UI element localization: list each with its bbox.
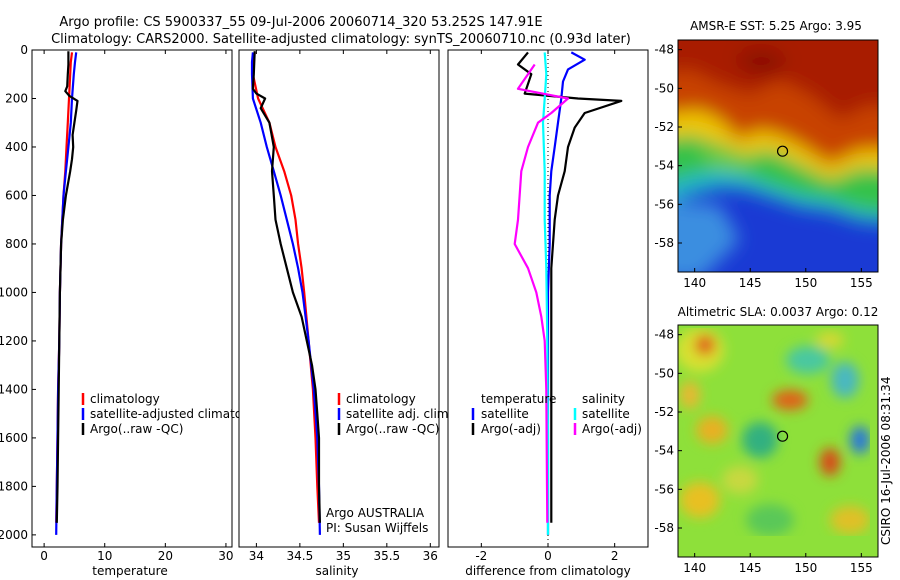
sla-heatmap — [678, 325, 878, 557]
map-y-tick-label: -56 — [654, 482, 674, 496]
map-y-tick-label: -52 — [654, 405, 674, 419]
x-tick-label: 34 — [249, 549, 264, 563]
sst-map-title: AMSR-E SST: 5.25 Argo: 3.95 — [690, 19, 862, 33]
map-y-tick-label: -48 — [654, 43, 674, 57]
map-y-tick-label: -50 — [654, 81, 674, 95]
pi-label: PI: Susan Wijffels — [326, 521, 428, 535]
sst-map-panel: AMSR-E SST: 5.25 Argo: 3.95 140 145 15 — [654, 19, 879, 290]
x-tick-label: 0 — [544, 549, 552, 563]
y-tick-label: 2000 — [0, 528, 28, 542]
y-tick-label: 0 — [20, 43, 28, 57]
difference-legend: temperature satellite Argo(-adj) salinit… — [471, 392, 642, 436]
sla-map-frame — [677, 324, 879, 558]
legend-label-sal-argo: Argo(-adj) — [582, 422, 642, 436]
temperature-legend: climatology satellite-adjusted climatolo… — [81, 392, 268, 436]
figure-title-line2: Climatology: CARS2000. Satellite-adjuste… — [51, 32, 631, 47]
map-y-tick-label: -48 — [654, 328, 674, 342]
y-tick-label: 1600 — [0, 431, 28, 445]
map-x-tick-label: 155 — [850, 561, 873, 575]
sst-map-ticks: 140 145 150 155 -48 -50 -52 -54 -56 -58 — [654, 43, 872, 290]
map-x-tick-label: 155 — [850, 276, 873, 290]
temperature-xlabel: temperature — [92, 564, 167, 578]
difference-lines — [513, 51, 623, 535]
difference-xlabel: difference from climatology — [465, 564, 631, 578]
series-line-satellite-adj-clim- — [250, 52, 321, 535]
legend-label-argo: Argo(..raw -QC) — [346, 422, 439, 436]
salinity-x-ticks: 34 34.5 35 35.5 36 — [249, 50, 438, 563]
y-tick-label: 600 — [5, 188, 28, 202]
legend-heading-temperature: temperature — [481, 392, 556, 406]
temperature-lines — [55, 51, 79, 535]
legend-label-satellite: satellite-adjusted climatology — [90, 407, 268, 421]
temperature-x-ticks: 0 10 20 30 — [40, 50, 234, 563]
map-x-tick-label: 145 — [739, 561, 762, 575]
x-tick-label: 34.5 — [287, 549, 314, 563]
footer-stamp: CSIRO 16-Jul-2006 08:31:34 — [879, 377, 893, 545]
salinity-lines — [250, 51, 321, 535]
map-x-tick-label: 150 — [794, 561, 817, 575]
y-tick-label: 1000 — [0, 285, 28, 299]
x-tick-label: 10 — [97, 549, 112, 563]
x-tick-label: 20 — [158, 549, 173, 563]
temperature-y-ticks: 0 200 400 600 800 1000 1200 1400 1600 1800 2000 — [0, 43, 36, 542]
x-tick-label: 0 — [40, 549, 48, 563]
sst-map-frame — [677, 39, 879, 273]
map-x-tick-label: 140 — [683, 561, 706, 575]
x-tick-label: 36 — [423, 549, 438, 563]
legend-label-temp-argo: Argo(-adj) — [481, 422, 541, 436]
map-x-tick-label: 145 — [739, 276, 762, 290]
salinity-xlabel: salinity — [315, 564, 358, 578]
legend-label-climatology: climatology — [90, 392, 160, 406]
temperature-panel: 0 200 400 600 800 1000 1200 1400 1600 1800 2000 0 1… — [0, 43, 268, 578]
x-tick-label: 2 — [611, 549, 619, 563]
series-line-argo-raw-qc- — [251, 51, 321, 523]
salinity-legend: climatology satellite adj. clim. Argo(..… — [337, 392, 452, 436]
y-tick-label: 1200 — [0, 334, 28, 348]
legend-label-temp-satellite: satellite — [481, 407, 529, 421]
x-tick-label: 35.5 — [373, 549, 400, 563]
legend-label-sal-satellite: satellite — [582, 407, 630, 421]
x-tick-label: -2 — [475, 549, 487, 563]
map-y-tick-label: -54 — [654, 159, 674, 173]
sla-float-marker — [776, 430, 789, 442]
map-y-tick-label: -58 — [654, 521, 674, 535]
y-tick-label: 400 — [5, 140, 28, 154]
series-line-argo-raw-qc- — [55, 51, 79, 523]
salinity-panel: 34 34.5 35 35.5 36 salinity climatology sate… — [238, 49, 452, 578]
map-y-tick-label: -56 — [654, 197, 674, 211]
map-x-tick-label: 140 — [683, 276, 706, 290]
y-tick-label: 1400 — [0, 382, 28, 396]
series-line-salinity-satellite — [541, 52, 550, 535]
series-line-salinity-argo-adj- — [513, 63, 570, 523]
map-y-tick-label: -58 — [654, 236, 674, 250]
y-tick-label: 1800 — [0, 479, 28, 493]
sla-map-title: Altimetric SLA: 0.0037 Argo: 0.12 — [678, 305, 879, 319]
series-line-climatology — [251, 52, 321, 523]
difference-x-ticks: -2 0 2 — [475, 50, 618, 563]
legend-label-climatology: climatology — [346, 392, 416, 406]
temperature-plot-frame — [31, 49, 233, 548]
sla-map-ticks: 140 145 150 155 -48 -50 -52 -54 -56 -58 — [654, 328, 872, 575]
difference-panel: -2 0 2 difference from climatology tempera… — [447, 49, 649, 578]
argo-country-label: Argo AUSTRALIA — [326, 506, 425, 520]
x-tick-label: 30 — [218, 549, 233, 563]
map-y-tick-label: -52 — [654, 120, 674, 134]
y-tick-label: 200 — [5, 91, 28, 105]
map-y-tick-label: -54 — [654, 444, 674, 458]
legend-label-satellite: satellite adj. clim. — [346, 407, 452, 421]
x-tick-label: 35 — [336, 549, 351, 563]
legend-heading-salinity: salinity — [582, 392, 625, 406]
sst-float-marker — [776, 145, 789, 157]
series-line-temperature-satellite — [546, 51, 586, 535]
map-y-tick-label: -50 — [654, 366, 674, 380]
sla-map-panel: Altimetric SLA: 0.0037 Argo: 0.12 — [654, 305, 879, 575]
y-tick-label: 800 — [5, 237, 28, 251]
sst-heatmap — [678, 40, 878, 272]
legend-label-argo: Argo(..raw -QC) — [90, 422, 183, 436]
figure-title-line1: Argo profile: CS 5900337_55 09-Jul-2006 … — [59, 15, 542, 30]
map-x-tick-label: 150 — [794, 276, 817, 290]
